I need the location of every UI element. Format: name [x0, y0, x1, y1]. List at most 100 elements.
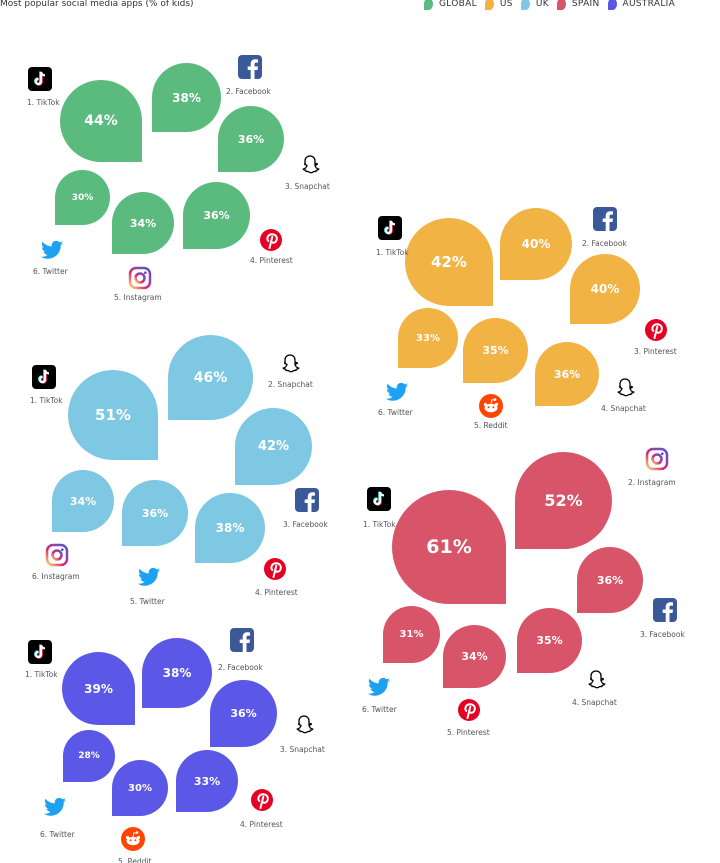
facebook-icon: [238, 55, 262, 79]
instagram-icon: [45, 543, 69, 567]
bubble-facebook: 42%: [235, 408, 312, 485]
app-label: 2. Instagram: [628, 478, 676, 487]
app-label: 4. Pinterest: [240, 820, 283, 829]
app-label: 6. Twitter: [33, 267, 68, 276]
bubble-reddit: 35%: [463, 318, 528, 383]
bubble-facebook: 38%: [142, 638, 212, 708]
twitter-icon: [43, 795, 67, 819]
app-label: 6. Twitter: [362, 705, 397, 714]
app-label: 5. Reddit: [474, 421, 508, 430]
legend-item-us: US: [484, 0, 513, 10]
bubble-instagram: 52%: [515, 452, 612, 549]
app-label: 6. Twitter: [378, 408, 413, 417]
bubble-tiktok: 42%: [405, 218, 493, 306]
legend-label: SPAIN: [571, 0, 600, 9]
bubble-pinterest: 36%: [183, 182, 250, 249]
instagram-icon: [128, 266, 152, 290]
app-label: 3. Snapchat: [280, 745, 325, 754]
bubble-reddit: 30%: [112, 760, 168, 816]
bubble-snapchat: 46%: [168, 335, 253, 420]
legend-item-spain: SPAIN: [556, 0, 600, 10]
bubble-snapchat: 36%: [535, 342, 599, 406]
bubble-pinterest: 40%: [570, 254, 640, 324]
app-label: 4. Pinterest: [255, 588, 298, 597]
tiktok-icon: [28, 640, 52, 664]
bubble-tiktok: 39%: [62, 652, 135, 725]
bubble-snapchat: 35%: [517, 608, 582, 673]
legend-swatch: [607, 0, 617, 10]
bubble-twitter: 28%: [63, 730, 115, 782]
bubble-facebook: 40%: [500, 208, 572, 280]
facebook-icon: [653, 598, 677, 622]
app-label: 4. Snapchat: [601, 404, 646, 413]
app-label: 6. Twitter: [40, 830, 75, 839]
legend-swatch: [484, 0, 494, 10]
app-label: 1. TikTok: [363, 520, 396, 529]
legend-label: US: [499, 0, 513, 9]
app-label: 5. Twitter: [130, 597, 165, 606]
app-label: 1. TikTok: [25, 670, 58, 679]
snapchat-icon: [278, 352, 302, 376]
app-label: 2. Facebook: [582, 239, 627, 248]
app-label: 5. Instagram: [114, 293, 162, 302]
facebook-icon: [593, 207, 617, 231]
snapchat-icon: [613, 376, 637, 400]
twitter-icon: [137, 565, 161, 589]
bubble-pinterest: 38%: [195, 493, 265, 563]
bubble-pinterest: 34%: [443, 625, 506, 688]
bubble-twitter: 30%: [55, 170, 110, 225]
bubble-pinterest: 33%: [176, 750, 238, 812]
legend: GLOBAL US UK SPAIN AUSTRALIA: [424, 0, 675, 10]
bubble-instagram: 34%: [52, 470, 114, 532]
twitter-icon: [367, 675, 391, 699]
app-label: 6. Instagram: [32, 572, 80, 581]
app-label: 3. Snapchat: [285, 182, 330, 191]
snapchat-icon: [292, 713, 316, 737]
chart-title: Most popular social media apps (% of kid…: [0, 0, 194, 9]
app-label: 5. Reddit: [118, 857, 152, 863]
tiktok-icon: [32, 365, 56, 389]
legend-label: AUSTRALIA: [622, 0, 676, 9]
bubble-facebook: 38%: [152, 63, 221, 132]
pinterest-icon: [250, 788, 274, 812]
pinterest-icon: [457, 698, 481, 722]
app-label: 3. Facebook: [640, 630, 685, 639]
legend-item-uk: UK: [520, 0, 549, 10]
app-label: 1. TikTok: [376, 248, 409, 257]
tiktok-icon: [28, 67, 52, 91]
app-label: 2. Snapchat: [268, 380, 313, 389]
tiktok-icon: [367, 487, 391, 511]
bubble-snapchat: 36%: [210, 680, 277, 747]
app-label: 4. Pinterest: [250, 256, 293, 265]
twitter-icon: [40, 238, 64, 262]
legend-item-australia: AUSTRALIA: [607, 0, 676, 10]
pinterest-icon: [263, 557, 287, 581]
legend-swatch: [424, 0, 433, 10]
reddit-icon: [479, 394, 503, 418]
pinterest-icon: [259, 228, 283, 252]
legend-label: UK: [535, 0, 549, 9]
snapchat-icon: [298, 153, 322, 177]
legend-label: GLOBAL: [439, 0, 477, 9]
facebook-icon: [295, 488, 319, 512]
twitter-icon: [385, 380, 409, 404]
bubble-twitter: 33%: [398, 308, 458, 368]
bubble-twitter: 31%: [383, 606, 440, 663]
tiktok-icon: [378, 216, 402, 240]
app-label: 3. Pinterest: [634, 347, 677, 356]
pinterest-icon: [644, 318, 668, 342]
app-label: 2. Facebook: [218, 663, 263, 672]
legend-swatch: [520, 0, 530, 10]
bubble-facebook: 36%: [577, 547, 643, 613]
app-label: 4. Snapchat: [572, 698, 617, 707]
app-label: 3. Facebook: [283, 520, 328, 529]
legend-item-global: GLOBAL: [424, 0, 477, 10]
facebook-icon: [230, 628, 254, 652]
app-label: 1. TikTok: [30, 396, 63, 405]
bubble-tiktok: 51%: [68, 370, 158, 460]
bubble-instagram: 34%: [112, 192, 174, 254]
bubble-tiktok: 44%: [60, 80, 142, 162]
reddit-icon: [121, 827, 145, 851]
instagram-icon: [645, 447, 669, 471]
bubble-snapchat: 36%: [218, 106, 284, 172]
